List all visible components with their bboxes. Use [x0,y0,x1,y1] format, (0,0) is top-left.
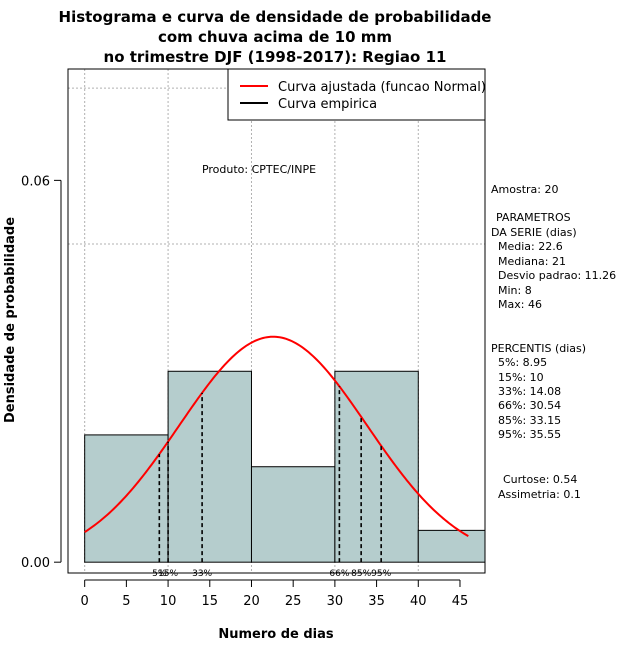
histogram-bar-1 [167,370,252,563]
percentile-tick-label-4: 85% [351,569,371,579]
chart-title-line-1: Histograma e curva de densidade de proba… [59,8,492,26]
x-tick-label-4: 20 [243,594,260,609]
percentile-5: 5%: 8.95 [498,356,547,369]
histogram-bar-0 [84,434,169,563]
legend-label-empirical: Curva empirica [278,97,377,112]
skewness: Assimetria: 0.1 [498,488,581,501]
percentile-95: 95%: 35.55 [498,428,561,441]
histogram-bar-2 [250,466,336,563]
legend: Curva ajustada (funcao Normal) Curva emp… [227,68,486,121]
stats-panel: Amostra: 20 PARAMETROS DA SERIE (dias) M… [491,183,616,501]
param-min: Min: 8 [498,284,532,297]
x-tick-label-1: 5 [122,594,130,609]
y-tick-label-1: 0.06 [21,174,50,189]
percentile-33: 33%: 14.08 [498,385,561,398]
percentile-85: 85%: 33.15 [498,414,561,427]
param-mean: Media: 22.6 [498,240,563,253]
chart-title-line-3: no trimestre DJF (1998-2017): Regiao 11 [104,48,447,66]
percentile-tick-label-0: 5% [152,569,167,579]
x-tick-label-6: 30 [327,594,344,609]
legend-box [227,68,486,121]
param-sd: Desvio padrao: 11.26 [498,269,616,282]
normal-fit-curve [84,335,469,538]
percentile-tick-label-5: 95% [371,569,391,579]
y-tick-label-0: 0.00 [21,556,50,571]
histogram-bar-4 [417,529,486,563]
x-tick-label-9: 45 [452,594,469,609]
kurtosis: Curtose: 0.54 [503,473,577,486]
percentile-labels: 5%15% 33% 66% 85% 95% [152,569,391,579]
parameters-title: PARAMETROS [496,211,571,224]
percentile-15: 15%: 10 [498,371,544,384]
y-axis-label: Densidade de probabilidade [3,217,18,423]
param-max: Max: 46 [498,298,542,311]
percentile-tick-label-3: 66% [329,569,349,579]
x-tick-label-5: 25 [285,594,302,609]
sample-size: Amostra: 20 [491,183,558,196]
legend-label-fit: Curva ajustada (funcao Normal) [278,80,486,95]
parameters-subtitle: DA SERIE (dias) [491,226,577,239]
param-median: Mediana: 21 [498,255,566,268]
x-tick-label-7: 35 [368,594,385,609]
histogram-bars [84,370,486,563]
y-axis: 0.00 0.06 [21,174,62,571]
percentile-66: 66%: 30.54 [498,399,561,412]
product-annotation: Produto: CPTEC/INPE [202,163,316,176]
x-axis-label: Numero de dias [218,627,334,642]
percentile-tick-label-2: 33% [192,569,212,579]
x-tick-label-3: 15 [202,594,219,609]
x-tick-label-2: 10 [160,594,177,609]
percentiles-title: PERCENTIS (dias) [491,342,586,355]
chart-title-line-2: com chuva acima de 10 mm [158,28,392,46]
x-tick-label-8: 40 [410,594,427,609]
percentile-tick-label-1: 15% [158,569,178,579]
percentile-lines [158,386,382,563]
x-axis: 0 5 10 15 20 25 30 35 40 45 [81,579,469,609]
x-tick-label-0: 0 [81,594,89,609]
histogram-bar-3 [334,370,419,563]
